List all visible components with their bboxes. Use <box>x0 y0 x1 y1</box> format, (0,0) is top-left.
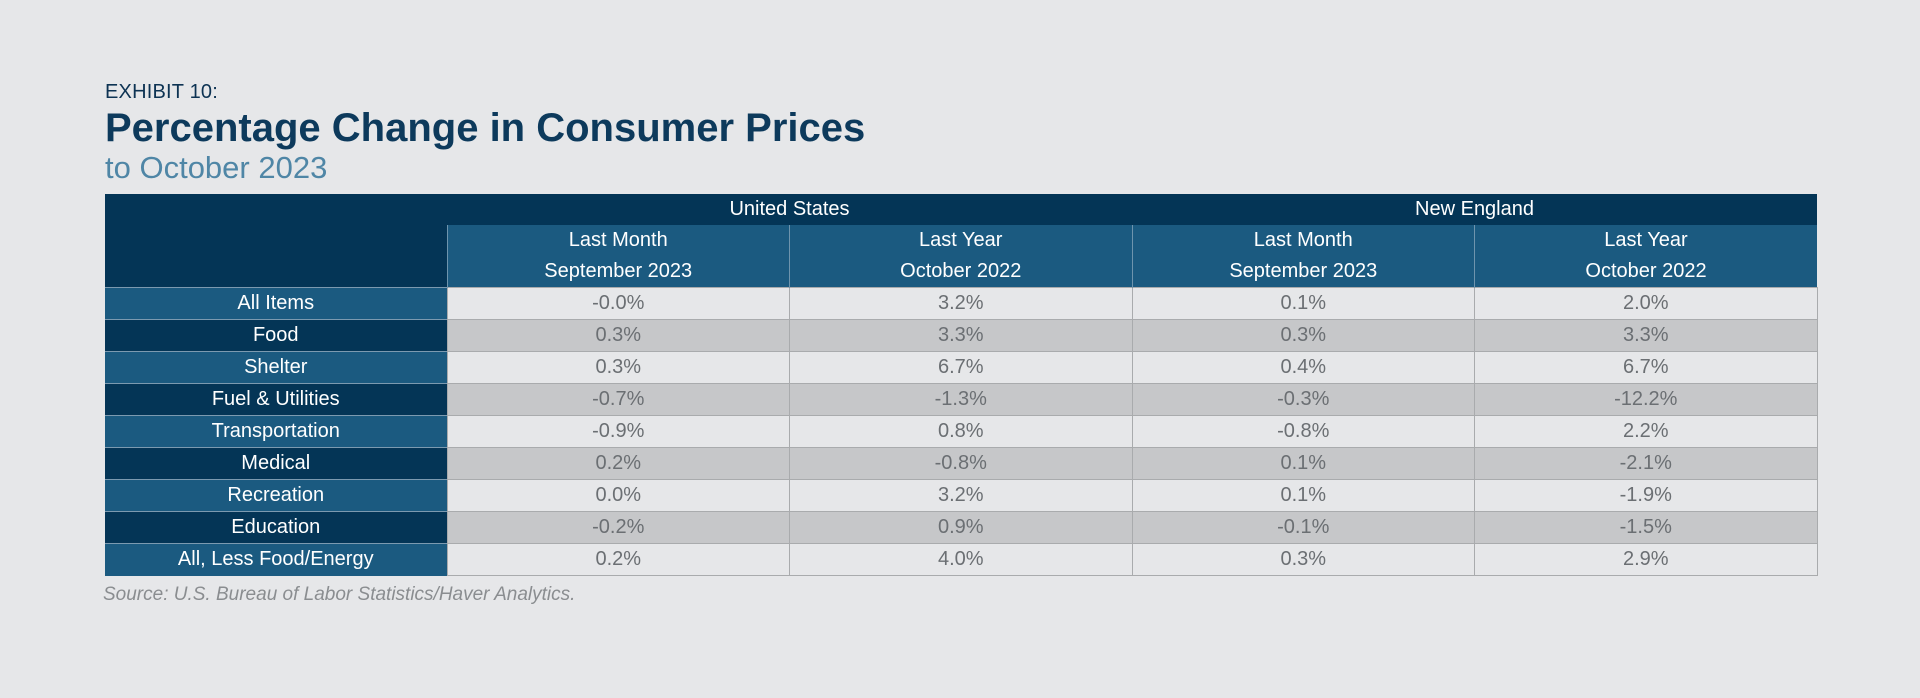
table-body: All Items -0.0% 3.2% 0.1% 2.0% Food 0.3% 3.3% 0.… <box>105 287 1818 576</box>
table-cell: 2.2% <box>1474 415 1818 448</box>
row-label: Medical <box>105 447 447 480</box>
column-header: Last Year October 2022 <box>1474 225 1818 288</box>
table-cell: -1.3% <box>789 383 1133 416</box>
table-cell: 0.3% <box>446 351 790 384</box>
table-cell: 0.3% <box>1131 319 1476 352</box>
row-label: Transportation <box>105 415 447 448</box>
table-row: Transportation -0.9% 0.8% -0.8% 2.2% <box>105 415 1818 448</box>
row-label: Shelter <box>105 351 447 384</box>
table-row: Recreation 0.0% 3.2% 0.1% -1.9% <box>105 479 1818 512</box>
table-row: All, Less Food/Energy 0.2% 4.0% 0.3% 2.9% <box>105 543 1818 576</box>
table-row: Shelter 0.3% 6.7% 0.4% 6.7% <box>105 351 1818 384</box>
table-cell: -1.9% <box>1474 479 1818 512</box>
table-cell: 4.0% <box>789 543 1133 576</box>
table-row: Education -0.2% 0.9% -0.1% -1.5% <box>105 511 1818 544</box>
table-cell: -0.2% <box>446 511 790 544</box>
table-cell: -0.9% <box>446 415 790 448</box>
column-header-line1: Last Month <box>1253 229 1353 251</box>
column-header: Last Year October 2022 <box>789 225 1133 288</box>
table-cell: 6.7% <box>1474 351 1818 384</box>
table-cell: 0.4% <box>1131 351 1476 384</box>
table-cell: 0.1% <box>1131 479 1476 512</box>
table-cell: 2.9% <box>1474 543 1818 576</box>
column-header-line2: October 2022 <box>1585 260 1707 282</box>
column-header: Last Month September 2023 <box>1131 225 1475 288</box>
source-note: Source: U.S. Bureau of Labor Statistics/… <box>103 584 576 605</box>
table-cell: 0.3% <box>446 319 790 352</box>
column-header: Last Month September 2023 <box>446 225 790 288</box>
table-cell: -0.3% <box>1131 383 1476 416</box>
table-row: All Items -0.0% 3.2% 0.1% 2.0% <box>105 287 1818 320</box>
column-header-line2: September 2023 <box>544 260 693 282</box>
table-corner <box>105 194 447 288</box>
table-cell: 0.1% <box>1131 447 1476 480</box>
group-header-us: United States <box>447 194 1133 225</box>
table-cell: 3.3% <box>1474 319 1818 352</box>
table-cell: 0.1% <box>1131 287 1476 320</box>
price-change-table: United States New England Last Month Sept… <box>105 194 1818 576</box>
exhibit-container: EXHIBIT 10: Percentage Change in Consume… <box>103 80 1818 606</box>
table-cell: 0.0% <box>446 479 790 512</box>
exhibit-label: EXHIBIT 10: <box>105 81 218 103</box>
table-cell: 0.2% <box>446 543 790 576</box>
table-row: Medical 0.2% -0.8% 0.1% -2.1% <box>105 447 1818 480</box>
table-cell: 6.7% <box>789 351 1133 384</box>
table-cell: -0.1% <box>1131 511 1476 544</box>
table-cell: 0.9% <box>789 511 1133 544</box>
table-cell: -1.5% <box>1474 511 1818 544</box>
group-header-ne: New England <box>1132 194 1818 225</box>
table-cell: -12.2% <box>1474 383 1818 416</box>
column-header-line2: September 2023 <box>1229 260 1378 282</box>
table-cell: 3.2% <box>789 287 1133 320</box>
row-label: Education <box>105 511 447 544</box>
table-cell: -0.8% <box>1131 415 1476 448</box>
column-header-line2: October 2022 <box>900 260 1022 282</box>
table-cell: 2.0% <box>1474 287 1818 320</box>
row-label: Food <box>105 319 447 352</box>
column-header-line1: Last Year <box>919 229 1003 251</box>
table-cell: -0.7% <box>446 383 790 416</box>
row-label: Fuel & Utilities <box>105 383 447 416</box>
row-label: All Items <box>105 287 447 320</box>
table-cell: 0.8% <box>789 415 1133 448</box>
row-label: Recreation <box>105 479 447 512</box>
table-cell: -2.1% <box>1474 447 1818 480</box>
chart-title: Percentage Change in Consumer Prices <box>105 106 866 150</box>
table-cell: 0.2% <box>446 447 790 480</box>
table-row: Fuel & Utilities -0.7% -1.3% -0.3% -12.2% <box>105 383 1818 416</box>
column-header-line1: Last Year <box>1604 229 1688 251</box>
row-label: All, Less Food/Energy <box>105 543 447 576</box>
table-cell: -0.8% <box>789 447 1133 480</box>
table-cell: 3.2% <box>789 479 1133 512</box>
table-row: Food 0.3% 3.3% 0.3% 3.3% <box>105 319 1818 352</box>
column-header-line1: Last Month <box>568 229 668 251</box>
chart-subtitle: to October 2023 <box>105 150 328 185</box>
table-cell: -0.0% <box>446 287 790 320</box>
table-cell: 0.3% <box>1131 543 1476 576</box>
table-cell: 3.3% <box>789 319 1133 352</box>
